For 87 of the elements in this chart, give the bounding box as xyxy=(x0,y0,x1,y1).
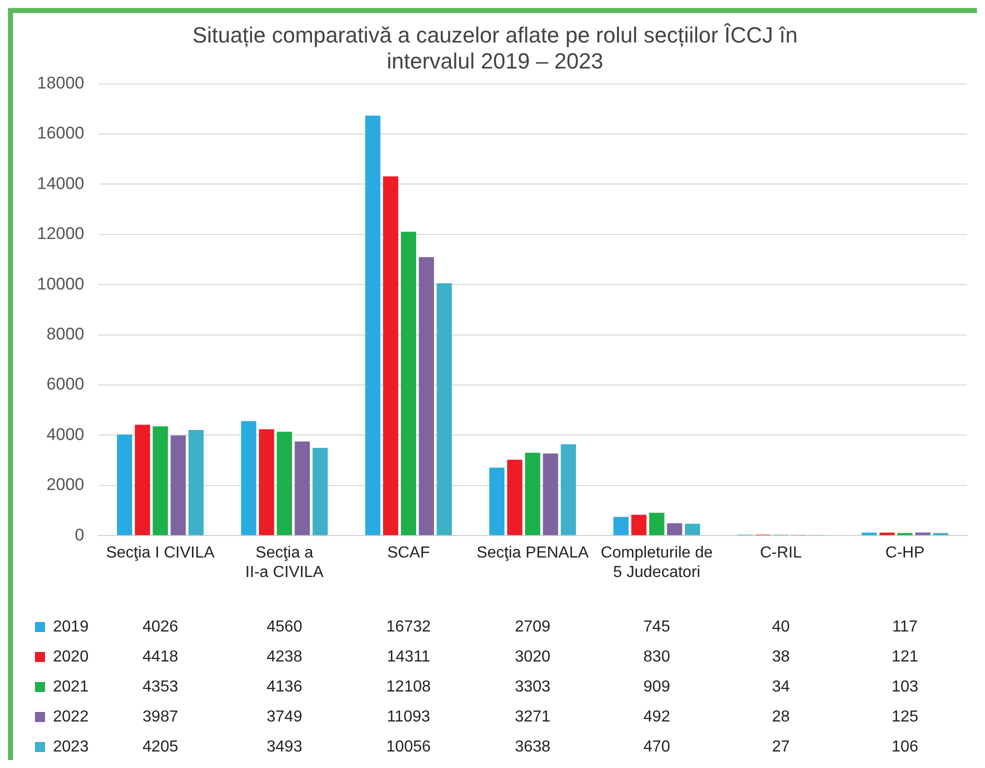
data-label: 10056 xyxy=(386,738,431,756)
bar xyxy=(116,434,132,536)
data-label: 4026 xyxy=(142,618,178,636)
bar xyxy=(684,524,700,536)
x-tick-label: Secţia a II-a CIVILA xyxy=(245,544,324,581)
bar xyxy=(489,468,504,536)
data-label: 103 xyxy=(892,678,918,696)
bar xyxy=(933,532,948,536)
legend-label: 2020 xyxy=(53,648,89,666)
bar xyxy=(560,444,576,536)
x-tick-label: Secţia I CIVILA xyxy=(106,544,215,562)
bar xyxy=(152,426,168,536)
bar xyxy=(188,430,204,536)
bar xyxy=(400,232,416,536)
data-label: 12108 xyxy=(386,678,431,696)
data-label: 492 xyxy=(643,708,670,726)
legend-label: 2019 xyxy=(53,618,89,636)
data-label: 38 xyxy=(772,648,790,666)
data-label: 3987 xyxy=(142,708,178,726)
data-label: 3638 xyxy=(514,738,551,756)
data-label: 3271 xyxy=(514,708,551,726)
x-tick-label: C-HP xyxy=(885,544,925,562)
data-label: 4353 xyxy=(142,678,178,696)
data-label: 3749 xyxy=(266,708,302,726)
data-label: 3020 xyxy=(514,648,551,666)
data-label: 16732 xyxy=(386,618,431,636)
data-label: 470 xyxy=(643,738,670,756)
data-label: 3303 xyxy=(514,678,551,696)
bar xyxy=(542,454,558,536)
bar xyxy=(365,116,380,536)
bar xyxy=(276,432,292,536)
bar xyxy=(294,442,310,536)
data-label: 830 xyxy=(643,648,670,666)
bar xyxy=(258,429,274,536)
x-tick-label: Completurile de 5 Judecatori xyxy=(600,544,713,581)
data-label: 125 xyxy=(892,708,918,726)
bar xyxy=(436,283,452,536)
x-tick-label: Secţia PENALA xyxy=(476,544,589,562)
bar xyxy=(241,421,256,536)
y-tick-label: 0 xyxy=(74,525,84,544)
data-label: 27 xyxy=(772,738,790,756)
bar xyxy=(170,436,186,536)
bar xyxy=(879,532,895,536)
bar xyxy=(631,514,646,536)
y-tick-label: 2000 xyxy=(46,475,84,494)
x-tick-label: SCAF xyxy=(387,544,430,562)
data-label: 4238 xyxy=(266,648,302,666)
y-tick-label: 8000 xyxy=(46,324,84,344)
chart-title: Situație comparativă a cauzelor aflate pe rolul secțiilor ÎCCJ în intervalul 2019 – 2023 xyxy=(192,22,798,74)
bar xyxy=(649,512,664,536)
bar xyxy=(134,424,150,536)
bar xyxy=(613,516,629,536)
bar xyxy=(862,532,877,536)
data-label: 121 xyxy=(892,648,918,666)
y-tick-label: 6000 xyxy=(46,374,84,394)
data-label: 4560 xyxy=(266,618,302,636)
bar xyxy=(525,452,540,536)
x-tick-label: C-RIL xyxy=(760,544,802,562)
data-label: 11093 xyxy=(386,708,430,726)
data-label: 3493 xyxy=(266,738,302,756)
bar xyxy=(507,460,522,536)
y-tick-label: 4000 xyxy=(46,424,84,444)
data-label: 745 xyxy=(643,618,670,636)
data-label: 117 xyxy=(892,618,918,636)
bar xyxy=(915,532,930,536)
y-tick-label: 12000 xyxy=(36,224,84,244)
bar xyxy=(667,523,682,536)
data-label: 40 xyxy=(772,618,790,636)
legend-label: 2021 xyxy=(53,678,89,696)
data-label: 14311 xyxy=(386,648,430,666)
y-tick-label: 10000 xyxy=(36,274,84,294)
data-label: 2709 xyxy=(514,618,551,636)
data-label: 4136 xyxy=(266,678,302,696)
data-label: 4205 xyxy=(142,738,178,756)
bar xyxy=(418,257,434,536)
bar xyxy=(383,176,398,536)
y-tick-label: 14000 xyxy=(36,174,84,193)
data-label: 28 xyxy=(772,708,790,726)
data-label: 34 xyxy=(772,678,790,696)
data-label: 106 xyxy=(892,738,918,756)
bar xyxy=(312,448,328,536)
legend-label: 2022 xyxy=(53,708,89,726)
data-label: 4418 xyxy=(142,648,178,666)
legend-label: 2023 xyxy=(53,738,89,756)
data-label: 909 xyxy=(643,678,670,696)
y-tick-label: 16000 xyxy=(36,124,84,143)
y-tick-label: 18000 xyxy=(36,73,84,92)
